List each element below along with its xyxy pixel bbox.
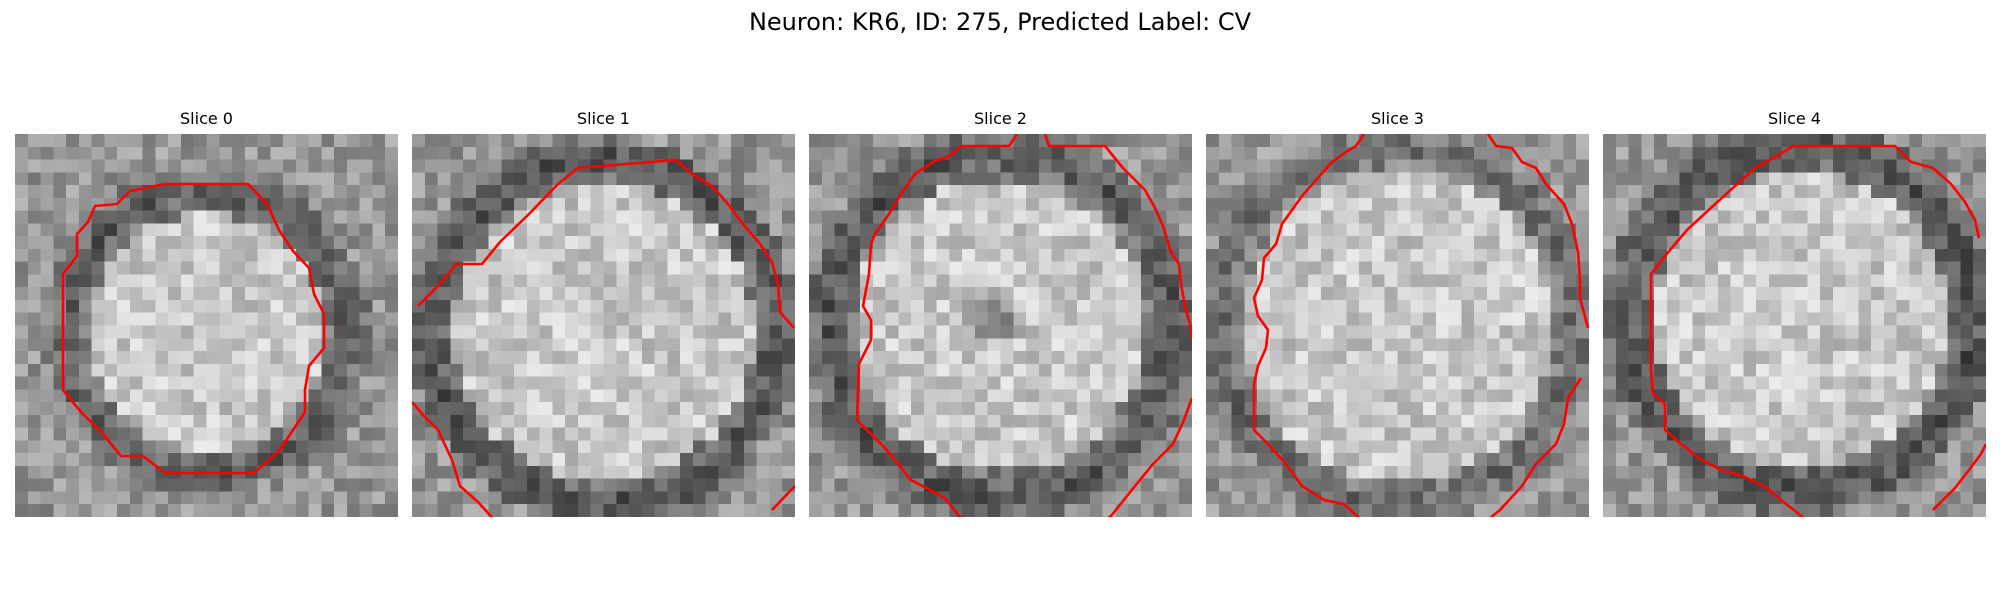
slice-1-contour-overlay xyxy=(412,158,795,517)
slice-2-image xyxy=(809,134,1192,517)
slice-4-image xyxy=(1603,134,1986,517)
slice-2-contour xyxy=(1043,134,1192,340)
slice-3-title: Slice 3 xyxy=(1371,109,1424,128)
slice-3-image xyxy=(1206,134,1589,517)
slice-0-contour-overlay xyxy=(61,182,326,475)
slice-4-contour xyxy=(1649,144,1981,517)
slice-4-panel xyxy=(1603,134,1986,517)
figure-title: Neuron: KR6, ID: 275, Predicted Label: C… xyxy=(748,8,1252,36)
slice-1-contour xyxy=(417,158,795,329)
slice-3-panel xyxy=(1206,134,1589,517)
slice-2-contour xyxy=(855,134,1192,517)
slice-3-contour xyxy=(1252,134,1583,517)
slice-0-panel xyxy=(15,134,398,517)
slice-1-title: Slice 1 xyxy=(577,109,630,128)
slice-2-panel xyxy=(809,134,1192,517)
slice-0-image xyxy=(15,134,398,517)
slice-4-contour-overlay xyxy=(1649,144,1986,517)
slice-1-panel xyxy=(412,134,795,517)
slice-4-contour xyxy=(1932,443,1986,511)
slice-1-contour xyxy=(412,401,494,517)
slice-2-contour-overlay xyxy=(855,134,1192,517)
slice-1-image xyxy=(412,134,795,517)
slice-3-contour xyxy=(1486,134,1589,329)
slice-0-title: Slice 0 xyxy=(180,109,233,128)
slice-0-contour xyxy=(61,182,326,475)
slice-3-contour-overlay xyxy=(1252,134,1589,517)
slice-2-title: Slice 2 xyxy=(974,109,1027,128)
slice-1-contour xyxy=(771,485,795,511)
slice-4-title: Slice 4 xyxy=(1768,109,1821,128)
